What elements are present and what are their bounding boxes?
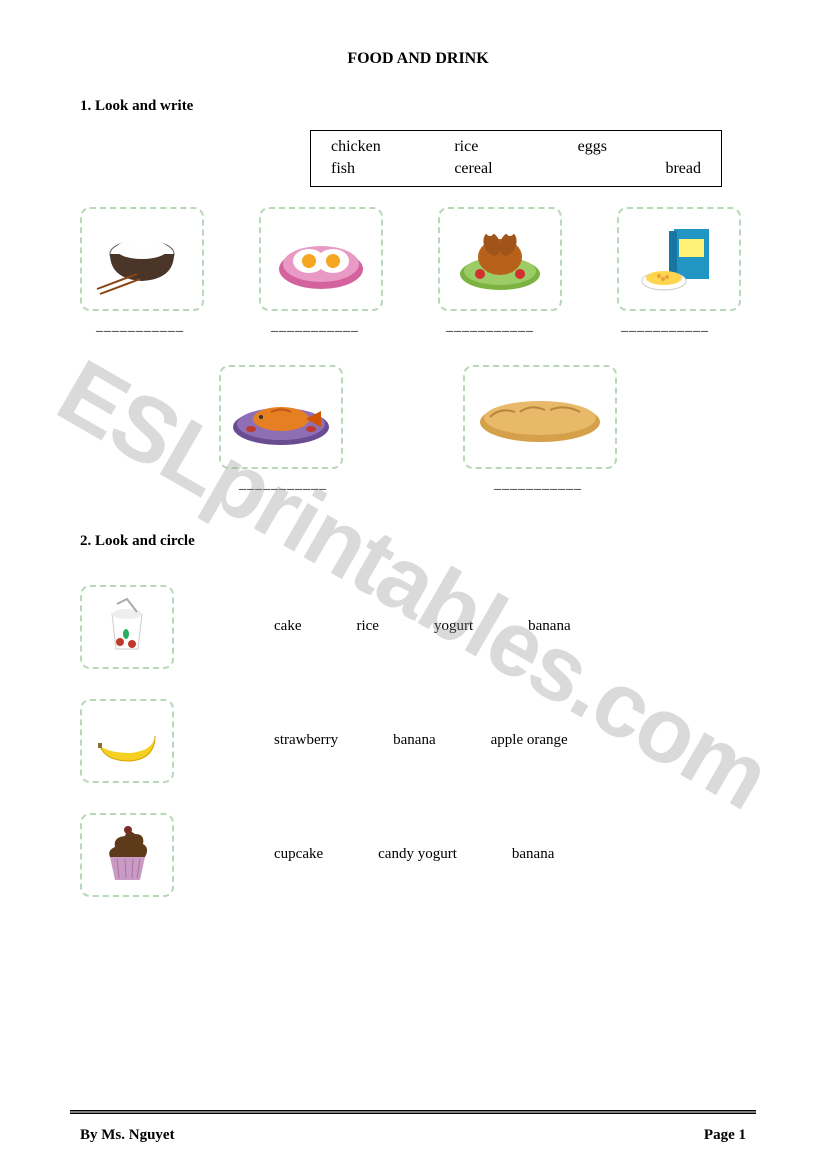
word-bank-item: eggs xyxy=(578,136,701,158)
section1-header: 1. Look and write xyxy=(80,98,756,115)
word-bank-box: chicken rice eggs fish cereal bread xyxy=(310,130,722,187)
bread-loaf-icon xyxy=(470,382,610,452)
answer-blank[interactable]: ___________ xyxy=(255,319,375,335)
circle-row: strawberry banana apple orange xyxy=(80,699,756,783)
answer-blank[interactable]: ___________ xyxy=(223,477,343,493)
footer-page: Page 1 xyxy=(704,1127,746,1144)
circle-option[interactable]: rice xyxy=(356,618,378,635)
circle-option[interactable]: cupcake xyxy=(274,846,323,863)
worksheet-page: FOOD AND DRINK 1. Look and write chicken… xyxy=(0,0,826,1135)
section2-header: 2. Look and circle xyxy=(80,533,756,550)
answer-blank[interactable]: ___________ xyxy=(605,319,725,335)
roast-chicken-icon xyxy=(450,219,550,299)
food-card-banana xyxy=(80,699,174,783)
food-card-cereal xyxy=(617,207,741,311)
fish-plate-icon xyxy=(226,377,336,457)
circle-option[interactable]: yogurt xyxy=(434,618,473,635)
option-group: cupcake candy yogurt banana xyxy=(274,846,756,863)
page-footer: By Ms. Nguyet Page 1 xyxy=(80,1127,746,1144)
food-card-fish xyxy=(219,365,343,469)
yogurt-icon xyxy=(92,594,162,659)
answer-blank[interactable]: ___________ xyxy=(430,319,550,335)
answer-blank[interactable]: ___________ xyxy=(80,319,200,335)
picture-row xyxy=(80,365,756,469)
blank-row: ___________ ___________ xyxy=(80,477,756,493)
circle-row: cupcake candy yogurt banana xyxy=(80,813,756,897)
word-bank-item: bread xyxy=(578,158,701,180)
answer-blank[interactable]: ___________ xyxy=(463,477,613,493)
circle-option[interactable]: banana xyxy=(393,732,435,749)
circle-option[interactable]: apple orange xyxy=(491,732,568,749)
food-card-chicken xyxy=(438,207,562,311)
page-title: FOOD AND DRINK xyxy=(80,50,756,68)
fried-eggs-icon xyxy=(271,219,371,299)
word-bank-item: chicken xyxy=(331,136,454,158)
cereal-box-icon xyxy=(629,219,729,299)
word-bank-item: cereal xyxy=(454,158,577,180)
banana-icon xyxy=(90,711,165,771)
footer-author: By Ms. Nguyet xyxy=(80,1127,175,1144)
option-group: strawberry banana apple orange xyxy=(274,732,756,749)
food-card-eggs xyxy=(259,207,383,311)
footer-rule xyxy=(70,1110,756,1114)
circle-row: cake rice yogurt banana xyxy=(80,585,756,669)
food-card-rice xyxy=(80,207,204,311)
blank-row: ___________ ___________ ___________ ____… xyxy=(80,319,756,335)
word-bank-item: rice xyxy=(454,136,577,158)
word-bank-item: fish xyxy=(331,158,454,180)
circle-option[interactable]: banana xyxy=(528,618,570,635)
option-group: cake rice yogurt banana xyxy=(274,618,756,635)
food-card-bread xyxy=(463,365,617,469)
circle-option[interactable]: strawberry xyxy=(274,732,338,749)
circle-option[interactable]: candy yogurt xyxy=(378,846,457,863)
cupcake-icon xyxy=(95,822,160,887)
food-card-cupcake xyxy=(80,813,174,897)
circle-option[interactable]: cake xyxy=(274,618,301,635)
picture-row xyxy=(80,207,756,311)
circle-option[interactable]: banana xyxy=(512,846,554,863)
food-card-yogurt xyxy=(80,585,174,669)
rice-bowl-icon xyxy=(92,219,192,299)
